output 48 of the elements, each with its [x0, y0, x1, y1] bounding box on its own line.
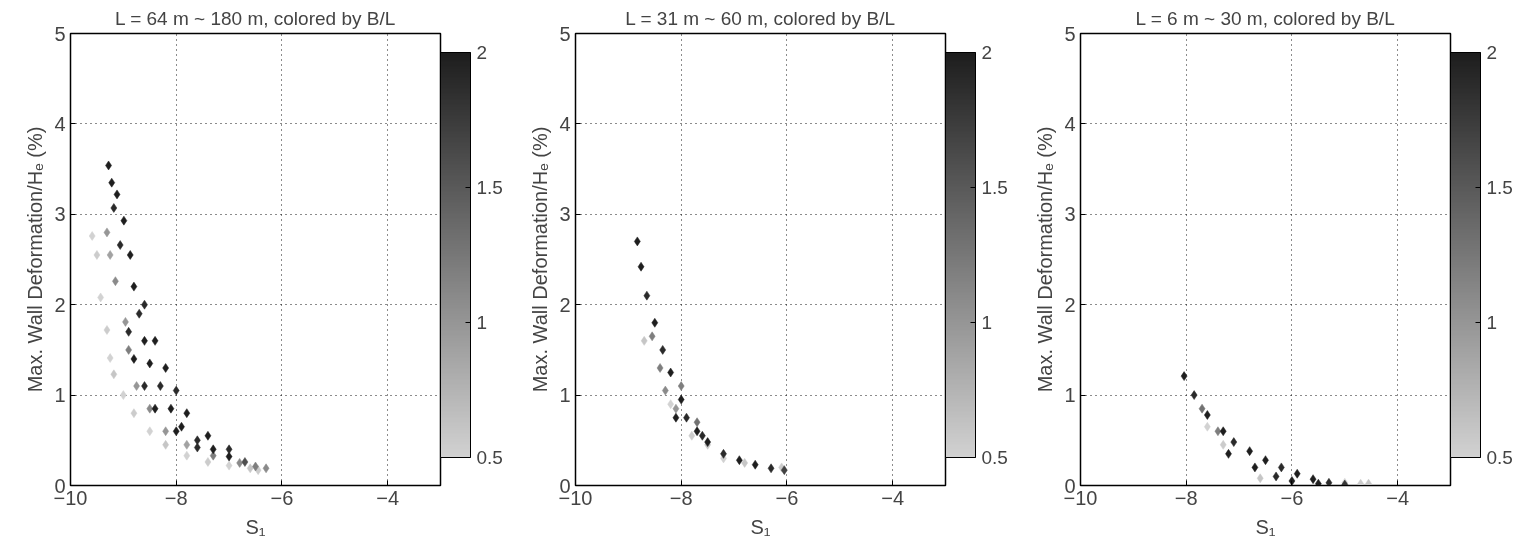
y-tick-label: 0 — [559, 474, 571, 497]
color-bar-label: 1.5 — [476, 177, 503, 198]
y-tick-label: 0 — [1064, 474, 1076, 497]
y-tick-label: 2 — [559, 293, 571, 316]
y-tick-label: 0 — [54, 474, 66, 497]
x-axis-title: S₁ — [1255, 515, 1276, 538]
y-tick-label: 3 — [1064, 203, 1076, 226]
color-bar-label: 2 — [1486, 42, 1498, 63]
color-bar-label: 1.5 — [1486, 177, 1513, 198]
y-axis-title: Max. Wall Deformation/Hₑ (%) — [529, 126, 552, 393]
y-tick-label: 1 — [559, 384, 571, 407]
color-bar-label: 2 — [981, 42, 993, 63]
color-bar-label: 0.5 — [476, 447, 503, 468]
y-tick-label: 4 — [54, 112, 66, 135]
x-tick-label: −6 — [1280, 486, 1304, 509]
x-axis-title: S₁ — [245, 515, 266, 538]
x-tick-label: −4 — [1386, 486, 1410, 509]
y-tick-label: 1 — [54, 384, 66, 407]
color-bar-label: 0.5 — [1486, 447, 1513, 468]
chart-title: L = 31 m ~ 60 m, colored by B/L — [625, 7, 895, 29]
x-tick-label: −4 — [376, 486, 400, 509]
chart-title: L = 64 m ~ 180 m, colored by B/L — [115, 7, 396, 29]
y-axis-title: Max. Wall Deformation/Hₑ (%) — [24, 126, 47, 393]
y-tick-label: 3 — [54, 203, 66, 226]
x-tick-label: −6 — [270, 486, 294, 509]
chart-title: L = 6 m ~ 30 m, colored by B/L — [1135, 7, 1395, 29]
y-tick-label: 3 — [559, 203, 571, 226]
y-tick-label: 5 — [1064, 22, 1076, 45]
color-bar-label: 0.5 — [981, 447, 1008, 468]
x-tick-label: −8 — [164, 486, 188, 509]
y-tick-label: 5 — [559, 22, 571, 45]
color-bar-label: 1 — [476, 312, 488, 333]
x-tick-label: −6 — [775, 486, 799, 509]
y-tick-label: 5 — [54, 22, 66, 45]
x-tick-label: −8 — [669, 486, 693, 509]
color-bar-label: 1 — [1486, 312, 1498, 333]
y-tick-label: 2 — [54, 293, 66, 316]
x-tick-label: −8 — [1174, 486, 1198, 509]
color-bar-label: 2 — [476, 42, 488, 63]
y-tick-label: 2 — [1064, 293, 1076, 316]
x-axis-title: S₁ — [750, 515, 771, 538]
y-axis-title: Max. Wall Deformation/Hₑ (%) — [1034, 126, 1057, 393]
color-bar-label: 1 — [981, 312, 993, 333]
color-bar-label: 1.5 — [981, 177, 1008, 198]
y-tick-label: 1 — [1064, 384, 1076, 407]
y-tick-label: 4 — [559, 112, 571, 135]
x-tick-label: −4 — [881, 486, 905, 509]
y-tick-label: 4 — [1064, 112, 1076, 135]
